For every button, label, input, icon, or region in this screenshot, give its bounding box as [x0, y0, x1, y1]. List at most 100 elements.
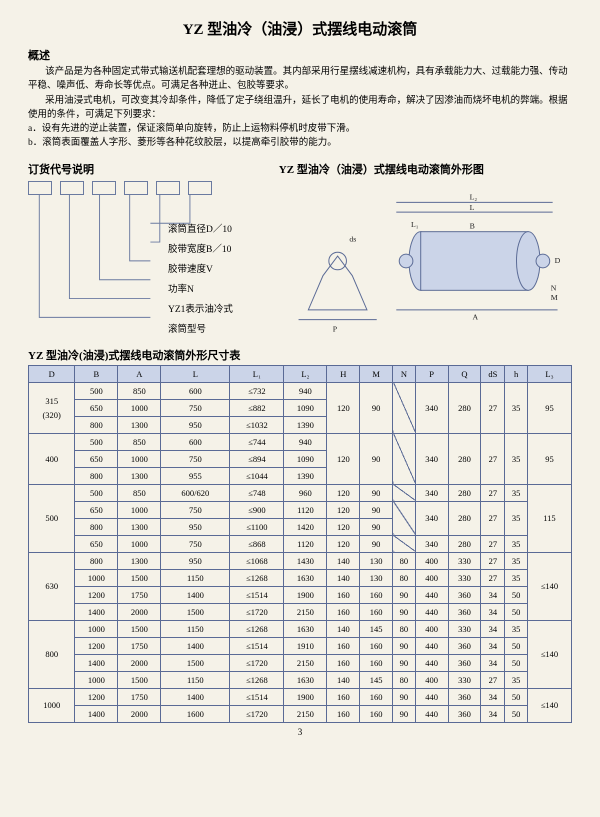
- svg-text:L₁: L₁: [411, 219, 419, 228]
- overview-heading: 概述: [28, 47, 572, 63]
- table-cell: 340: [415, 501, 448, 535]
- table-header-cell: L₂: [284, 365, 327, 382]
- table-cell: 1400: [75, 654, 118, 671]
- svg-text:P: P: [333, 324, 338, 333]
- table-cell: 90: [393, 637, 416, 654]
- table-cell: 160: [327, 603, 360, 620]
- table-cell: 1000: [118, 501, 161, 518]
- table-header-cell: P: [415, 365, 448, 382]
- table-cell: ≤1720: [230, 654, 284, 671]
- table-cell: ≤868: [230, 535, 284, 552]
- table-cell: ≤140: [527, 620, 571, 688]
- ladder-label-3: 功率N: [168, 281, 194, 295]
- table-cell: 130: [360, 569, 393, 586]
- table-cell: 35: [505, 382, 528, 433]
- table-row: 315(320)500850600≤7329401209034028027359…: [29, 382, 572, 399]
- table-cell: 34: [481, 637, 505, 654]
- svg-text:N: N: [550, 283, 556, 292]
- table-row: 1000120017501400≤15141900160160904403603…: [29, 688, 572, 705]
- table-header-row: DBALL₁L₂HMNPQdShL₃: [29, 365, 572, 382]
- table-cell: 1150: [161, 671, 230, 688]
- table-cell: 160: [360, 654, 393, 671]
- table-header-cell: L: [161, 365, 230, 382]
- table-cell: 1120: [284, 501, 327, 518]
- table-cell: [393, 501, 416, 535]
- table-cell: 34: [481, 705, 505, 722]
- table-cell: 950: [161, 416, 230, 433]
- table-cell: 2000: [118, 705, 161, 722]
- table-cell: 1750: [118, 688, 161, 705]
- table-cell: 955: [161, 467, 230, 484]
- table-cell: 440: [415, 637, 448, 654]
- svg-text:M: M: [550, 293, 557, 302]
- table-cell: ≤894: [230, 450, 284, 467]
- ladder-label-5: 滚筒型号: [168, 321, 206, 335]
- table-cell: 90: [393, 603, 416, 620]
- table-cell: 2000: [118, 603, 161, 620]
- table-header-cell: H: [327, 365, 360, 382]
- overview-paragraph-1: 该产品是为各种固定式带式输送机配套理想的驱动装置。其内部采用行星摆线减速机构，具…: [28, 65, 572, 94]
- table-cell: ≤1044: [230, 467, 284, 484]
- table-cell: 440: [415, 603, 448, 620]
- table-cell: 50: [505, 637, 528, 654]
- table-cell: 90: [393, 688, 416, 705]
- table-header-cell: M: [360, 365, 393, 382]
- table-cell: 34: [481, 620, 505, 637]
- table-cell: 50: [505, 603, 528, 620]
- table-cell: 95: [527, 382, 571, 433]
- table-cell: 280: [448, 433, 481, 484]
- table-cell: 280: [448, 382, 481, 433]
- table-cell: 1000: [75, 620, 118, 637]
- table-cell: 1430: [284, 552, 327, 569]
- table-cell: 600: [161, 382, 230, 399]
- table-cell: 360: [448, 688, 481, 705]
- ladder-label-0: 滚筒直径D／10: [168, 221, 232, 235]
- table-row: 6308001300950≤10681430140130804003302735…: [29, 552, 572, 569]
- table-cell: 160: [327, 688, 360, 705]
- table-row: 6501000750≤8681120120903402802735: [29, 535, 572, 552]
- table-cell: 850: [118, 382, 161, 399]
- table-cell: 1750: [118, 637, 161, 654]
- table-cell: ≤1514: [230, 637, 284, 654]
- table-row: 140020001600≤17202150160160904403603450: [29, 705, 572, 722]
- svg-text:L: L: [469, 203, 474, 212]
- table-cell: 50: [505, 586, 528, 603]
- table-cell: 1000: [118, 535, 161, 552]
- table-cell: 120: [327, 518, 360, 535]
- table-cell: 940: [284, 382, 327, 399]
- table-cell: 750: [161, 399, 230, 416]
- table-cell: 950: [161, 518, 230, 535]
- table-cell: 1300: [118, 467, 161, 484]
- table-cell: 360: [448, 654, 481, 671]
- table-cell: 1400: [75, 705, 118, 722]
- table-cell: 35: [505, 671, 528, 688]
- table-cell: 440: [415, 586, 448, 603]
- table-cell: 1630: [284, 671, 327, 688]
- table-row: 500500850600/620≤74896012090340280273511…: [29, 484, 572, 501]
- table-cell: ≤882: [230, 399, 284, 416]
- order-code-heading: 订货代号说明: [28, 161, 273, 177]
- table-cell: 1420: [284, 518, 327, 535]
- ladder-label-2: 胶带速度V: [168, 261, 213, 275]
- table-cell: ≤140: [527, 688, 571, 722]
- ladder-label-4: YZ1表示油冷式: [168, 301, 233, 315]
- table-cell: 280: [448, 484, 481, 501]
- table-cell: 160: [360, 603, 393, 620]
- table-cell: 1400: [161, 637, 230, 654]
- table-cell: 130: [360, 552, 393, 569]
- table-cell: 120: [327, 501, 360, 518]
- table-cell: 160: [327, 654, 360, 671]
- table-cell: ≤140: [527, 552, 571, 620]
- table-cell: 160: [360, 586, 393, 603]
- table-cell: 360: [448, 637, 481, 654]
- svg-text:ds: ds: [349, 234, 356, 243]
- table-cell: 145: [360, 620, 393, 637]
- table-cell: 440: [415, 688, 448, 705]
- table-row: 100015001150≤12681630140130804003302735: [29, 569, 572, 586]
- table-cell: 280: [448, 501, 481, 535]
- table-cell: 950: [161, 552, 230, 569]
- table-cell: 1500: [118, 671, 161, 688]
- table-cell: 850: [118, 433, 161, 450]
- table-cell: 1090: [284, 399, 327, 416]
- table-cell: 500: [75, 382, 118, 399]
